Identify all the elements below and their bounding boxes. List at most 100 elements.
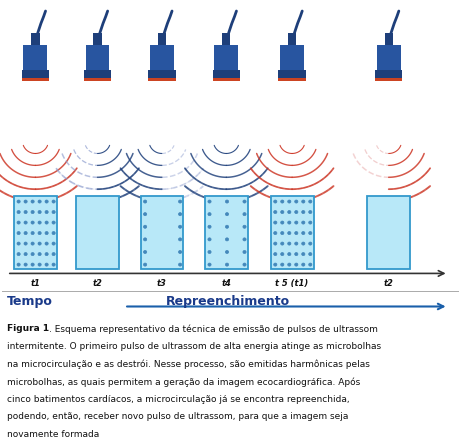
- Bar: [140, 196, 183, 269]
- Circle shape: [52, 232, 55, 235]
- Circle shape: [294, 253, 297, 256]
- Text: cinco batimentos cardíacos, a microcirculação já se encontra repreenchida,: cinco batimentos cardíacos, a microcircu…: [7, 395, 349, 404]
- Circle shape: [242, 200, 246, 203]
- Circle shape: [178, 238, 181, 241]
- Bar: [150, 45, 174, 70]
- Text: t1: t1: [30, 279, 40, 288]
- Circle shape: [31, 221, 34, 224]
- Circle shape: [17, 232, 20, 235]
- Text: t4: t4: [221, 279, 231, 288]
- Circle shape: [178, 213, 181, 216]
- Bar: [76, 196, 119, 269]
- Text: novamente formada: novamente formada: [7, 430, 99, 439]
- Circle shape: [273, 232, 276, 235]
- Circle shape: [207, 200, 211, 203]
- Circle shape: [301, 232, 304, 235]
- Circle shape: [242, 213, 246, 216]
- Circle shape: [273, 253, 276, 256]
- Circle shape: [308, 232, 311, 235]
- Circle shape: [45, 210, 48, 213]
- Circle shape: [225, 200, 228, 203]
- Circle shape: [225, 238, 228, 241]
- Text: Repreenchimento: Repreenchimento: [165, 295, 289, 307]
- Text: Tempo: Tempo: [7, 295, 53, 307]
- Circle shape: [52, 210, 55, 213]
- Circle shape: [17, 253, 20, 256]
- Text: podendo, então, receber novo pulso de ultrassom, para que a imagem seja: podendo, então, receber novo pulso de ul…: [7, 412, 347, 421]
- Circle shape: [287, 263, 290, 266]
- Circle shape: [38, 200, 41, 203]
- Circle shape: [45, 221, 48, 224]
- Circle shape: [143, 200, 146, 203]
- Circle shape: [280, 200, 283, 203]
- Bar: [287, 33, 296, 45]
- Circle shape: [52, 242, 55, 245]
- Text: t3: t3: [157, 279, 167, 288]
- Circle shape: [24, 200, 27, 203]
- Circle shape: [225, 213, 228, 216]
- Bar: [22, 70, 49, 78]
- Circle shape: [294, 263, 297, 266]
- Circle shape: [24, 210, 27, 213]
- Circle shape: [31, 242, 34, 245]
- Circle shape: [280, 210, 283, 213]
- Text: intermitente. O primeiro pulso de ultrassom de alta energia atinge as microbolha: intermitente. O primeiro pulso de ultras…: [7, 342, 380, 351]
- Bar: [148, 78, 175, 81]
- Circle shape: [45, 200, 48, 203]
- Text: t2: t2: [383, 279, 393, 288]
- Circle shape: [17, 221, 20, 224]
- Circle shape: [207, 238, 211, 241]
- Text: microbolhas, as quais permitem a geração da imagem ecocardiográfica. Após: microbolhas, as quais permitem a geração…: [7, 377, 359, 387]
- Bar: [374, 78, 402, 81]
- Text: t2: t2: [92, 279, 102, 288]
- Text: . Esquema representativo da técnica de emissão de pulsos de ultrassom: . Esquema representativo da técnica de e…: [49, 324, 377, 334]
- Circle shape: [301, 221, 304, 224]
- Bar: [93, 33, 101, 45]
- Circle shape: [294, 200, 297, 203]
- Circle shape: [287, 253, 290, 256]
- Circle shape: [38, 253, 41, 256]
- Text: na microcirculação e as destrói. Nesse processo, são emitidas harmônicas pelas: na microcirculação e as destrói. Nesse p…: [7, 359, 369, 369]
- Circle shape: [178, 250, 181, 254]
- Circle shape: [207, 263, 211, 266]
- Circle shape: [287, 221, 290, 224]
- Circle shape: [280, 253, 283, 256]
- Circle shape: [207, 250, 211, 254]
- Circle shape: [294, 210, 297, 213]
- Circle shape: [52, 253, 55, 256]
- Circle shape: [294, 232, 297, 235]
- Circle shape: [308, 253, 311, 256]
- Circle shape: [301, 200, 304, 203]
- Circle shape: [38, 263, 41, 266]
- Bar: [31, 33, 39, 45]
- Circle shape: [294, 221, 297, 224]
- Circle shape: [143, 263, 146, 266]
- Bar: [148, 70, 175, 78]
- Circle shape: [301, 242, 304, 245]
- Circle shape: [31, 253, 34, 256]
- Bar: [85, 45, 109, 70]
- Circle shape: [273, 263, 276, 266]
- Circle shape: [52, 263, 55, 266]
- Circle shape: [24, 242, 27, 245]
- Circle shape: [17, 242, 20, 245]
- Circle shape: [242, 225, 246, 228]
- Bar: [384, 33, 392, 45]
- Circle shape: [38, 242, 41, 245]
- Circle shape: [17, 200, 20, 203]
- Circle shape: [45, 242, 48, 245]
- Bar: [212, 78, 240, 81]
- Circle shape: [301, 263, 304, 266]
- Bar: [84, 70, 111, 78]
- Circle shape: [31, 210, 34, 213]
- Circle shape: [38, 232, 41, 235]
- Circle shape: [143, 213, 146, 216]
- Circle shape: [280, 232, 283, 235]
- Bar: [376, 45, 400, 70]
- Circle shape: [280, 242, 283, 245]
- Circle shape: [273, 221, 276, 224]
- Bar: [278, 70, 305, 78]
- Circle shape: [273, 200, 276, 203]
- Bar: [14, 196, 57, 269]
- Circle shape: [178, 263, 181, 266]
